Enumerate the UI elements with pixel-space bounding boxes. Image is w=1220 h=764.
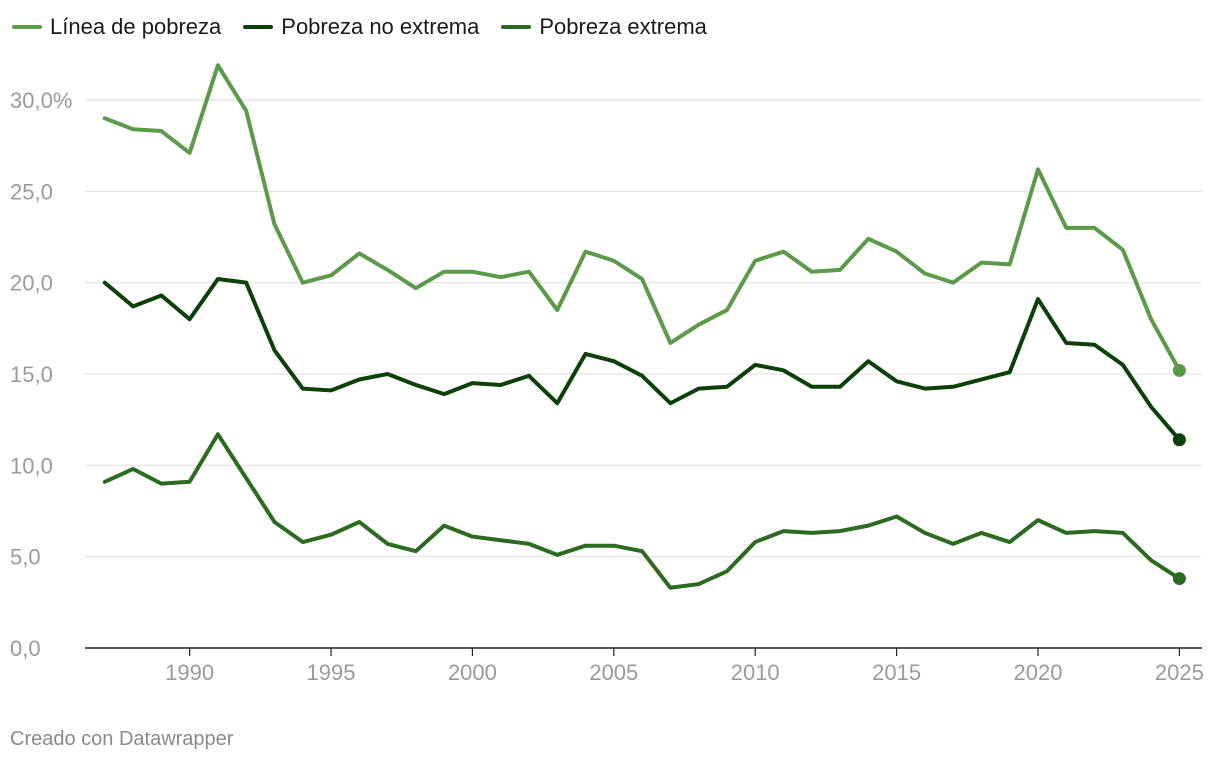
series-line-linea-de-pobreza: [102, 63, 1182, 373]
x-tick-label: 2025: [1155, 660, 1204, 685]
x-tick-label: 1990: [165, 660, 214, 685]
y-tick-label: 25,0: [10, 179, 53, 204]
legend-item-linea-de-pobreza: Línea de pobreza: [12, 14, 221, 40]
series-endpoint-pobreza-extrema: [1172, 572, 1186, 586]
legend-swatch: [12, 25, 42, 29]
legend-label: Pobreza no extrema: [281, 14, 480, 39]
legend: Línea de pobreza Pobreza no extrema Pobr…: [12, 14, 707, 40]
x-tick-label: 2005: [589, 660, 638, 685]
series-endpoint-linea-de-pobreza: [1172, 363, 1186, 377]
series-line-pobreza-no-extrema: [102, 277, 1182, 442]
x-tick-label: 2015: [872, 660, 921, 685]
series-line-pobreza-extrema: [102, 432, 1182, 590]
x-axis-ticks: 1990 1995 2000 2005 2010 2015 2020 2025: [165, 648, 1204, 685]
y-tick-label: 0,0: [10, 636, 41, 661]
series-lines: [102, 63, 1186, 590]
y-tick-label: 15,0: [10, 362, 53, 387]
legend-item-pobreza-no-extrema: Pobreza no extrema: [243, 14, 479, 40]
legend-label: Línea de pobreza: [50, 14, 222, 39]
legend-swatch: [243, 25, 274, 29]
y-axis-ticks: 0,0 5,0 10,0 15,0 20,0 25,0 30,0%: [10, 88, 72, 661]
x-tick-label: 2020: [1014, 660, 1063, 685]
x-tick-label: 2010: [731, 660, 780, 685]
y-tick-label: 10,0: [10, 453, 53, 478]
y-tick-label: 5,0: [10, 545, 41, 570]
series-endpoint-pobreza-no-extrema: [1172, 433, 1186, 447]
x-tick-label: 2000: [448, 660, 497, 685]
y-tick-label: 30,0%: [10, 88, 72, 113]
x-tick-label: 1995: [307, 660, 356, 685]
legend-swatch: [501, 25, 532, 29]
y-tick-label: 20,0: [10, 271, 53, 296]
legend-item-pobreza-extrema: Pobreza extrema: [501, 14, 707, 40]
legend-label: Pobreza extrema: [539, 14, 707, 39]
footer-credit: Creado con Datawrapper: [10, 728, 234, 750]
